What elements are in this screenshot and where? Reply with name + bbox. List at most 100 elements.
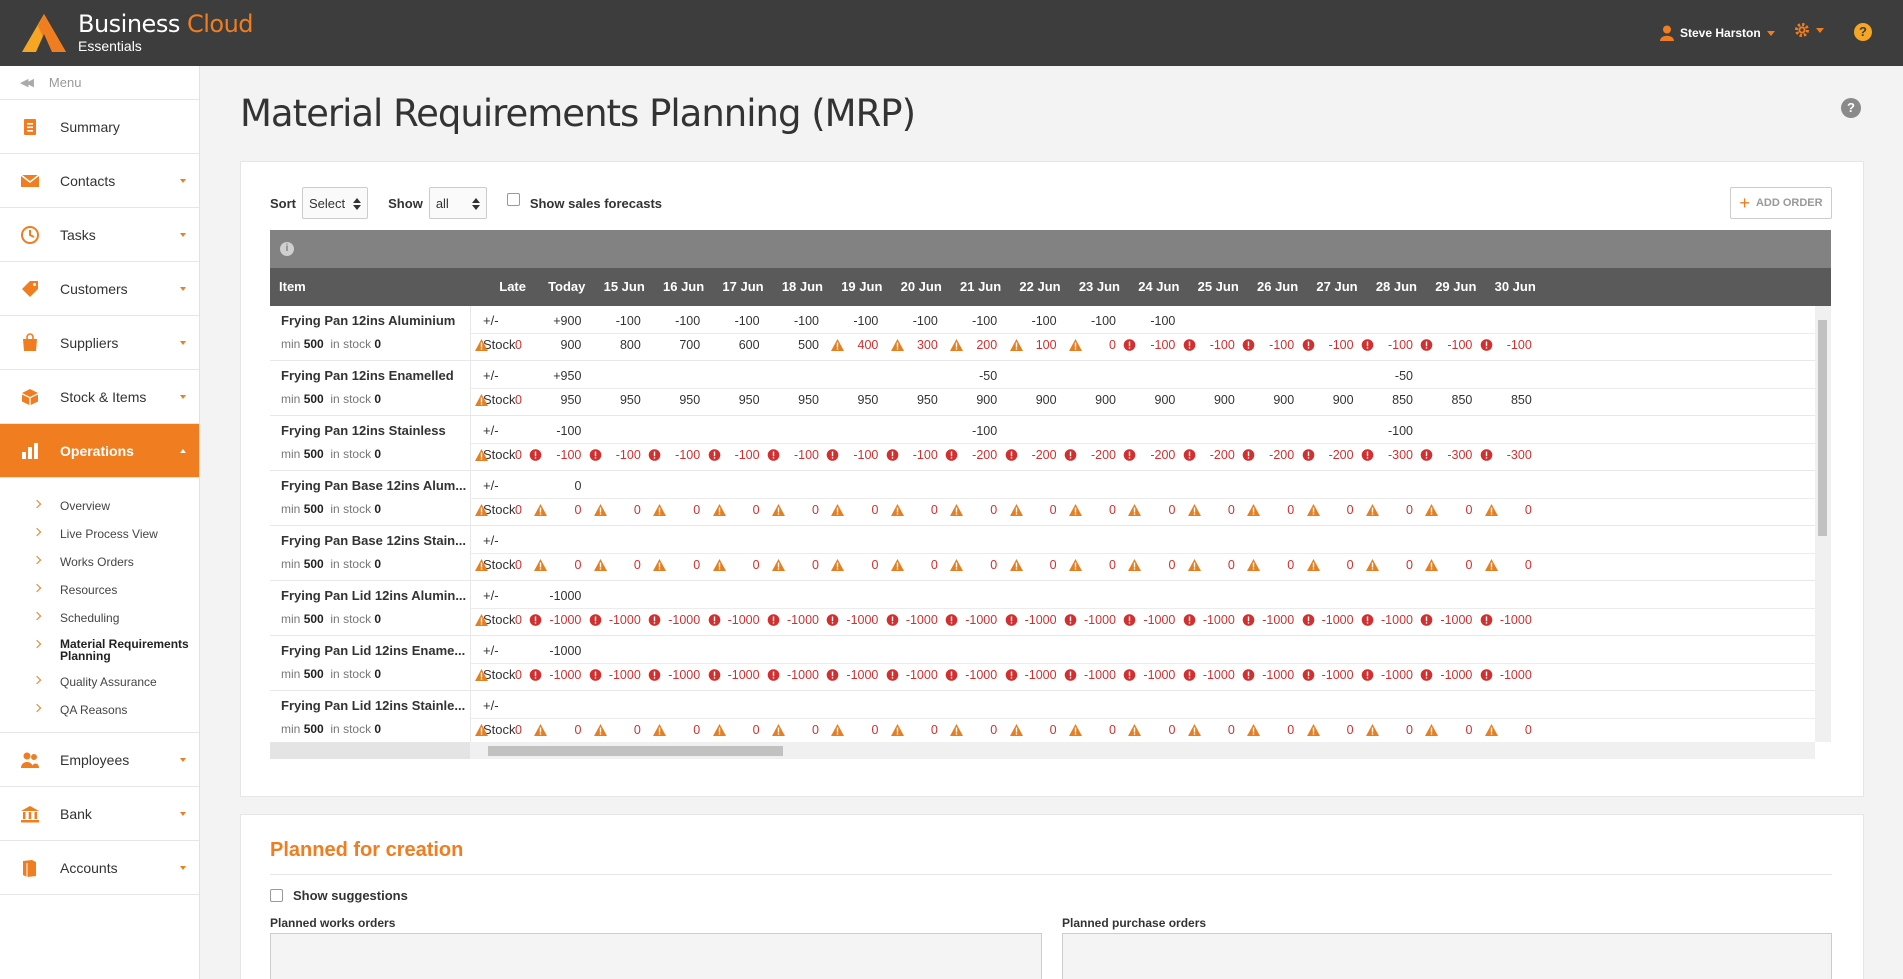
- sidebar-item-tasks[interactable]: Tasks: [0, 208, 199, 262]
- table-row[interactable]: Frying Pan Lid 12ins Ename... min 500 in …: [270, 636, 1815, 691]
- stock-cell[interactable]: 0: [1465, 723, 1473, 737]
- stock-cell[interactable]: -200: [1090, 448, 1116, 462]
- stock-cell[interactable]: -1000: [1381, 613, 1413, 627]
- stock-cell[interactable]: -1000: [1024, 668, 1057, 682]
- stock-cell[interactable]: -1000: [1440, 668, 1473, 682]
- stock-cell[interactable]: 0: [633, 558, 641, 572]
- stock-cell[interactable]: 900: [1332, 393, 1354, 407]
- sidebar-item-operations[interactable]: Operations: [0, 424, 199, 478]
- change-cell[interactable]: -100: [1031, 314, 1057, 328]
- stock-cell[interactable]: 850: [1451, 393, 1473, 407]
- stock-cell[interactable]: 0: [812, 503, 819, 517]
- info-icon[interactable]: i: [280, 242, 294, 256]
- stock-cell[interactable]: 0: [1406, 558, 1413, 572]
- stock-cell[interactable]: -1000: [668, 613, 701, 627]
- stock-cell[interactable]: 900: [1095, 393, 1116, 407]
- change-cell[interactable]: -100: [972, 424, 998, 438]
- show-select[interactable]: all: [428, 187, 487, 219]
- stock-cell[interactable]: 0: [990, 723, 998, 737]
- vertical-scrollbar[interactable]: [1815, 306, 1831, 742]
- stock-cell[interactable]: 0: [1109, 338, 1116, 352]
- submenu-item-quality-assurance[interactable]: Quality Assurance: [0, 668, 199, 696]
- stock-cell[interactable]: 0: [1287, 503, 1295, 517]
- stock-cell[interactable]: 0: [633, 723, 641, 737]
- stock-cell[interactable]: -100: [1447, 338, 1473, 352]
- stock-cell[interactable]: 200: [976, 338, 998, 352]
- stock-cell[interactable]: -1000: [1084, 668, 1116, 682]
- item-name[interactable]: Frying Pan 12ins Aluminium: [281, 313, 456, 328]
- stock-cell[interactable]: 950: [679, 393, 701, 407]
- submenu-item-qa-reasons[interactable]: QA Reasons: [0, 696, 199, 724]
- stock-cell[interactable]: -1000: [1024, 613, 1057, 627]
- stock-cell[interactable]: -200: [1269, 448, 1295, 462]
- stock-cell[interactable]: -1000: [965, 613, 998, 627]
- column-header[interactable]: 30 Jun: [1494, 279, 1536, 294]
- stock-cell[interactable]: 0: [1109, 503, 1116, 517]
- stock-cell[interactable]: 900: [560, 338, 582, 352]
- submenu-item-live-process-view[interactable]: Live Process View: [0, 520, 199, 548]
- stock-cell[interactable]: 0: [1465, 503, 1473, 517]
- page-help-icon[interactable]: ?: [1841, 98, 1861, 118]
- stock-cell[interactable]: -1000: [1499, 613, 1532, 627]
- stock-cell[interactable]: -100: [556, 448, 582, 462]
- column-header[interactable]: 23 Jun: [1078, 279, 1120, 294]
- change-cell[interactable]: -1000: [549, 644, 582, 658]
- stock-cell[interactable]: 0: [930, 723, 938, 737]
- stock-cell[interactable]: 0: [1346, 558, 1354, 572]
- stock-cell[interactable]: 0: [1168, 503, 1176, 517]
- stock-cell[interactable]: 0: [1406, 503, 1413, 517]
- stock-cell[interactable]: -200: [972, 448, 998, 462]
- column-header[interactable]: 18 Jun: [781, 279, 823, 294]
- sidebar-item-accounts[interactable]: Accounts: [0, 841, 199, 895]
- sidebar-item-customers[interactable]: Customers: [0, 262, 199, 316]
- table-row[interactable]: Frying Pan Lid 12ins Alumin... min 500 in…: [270, 581, 1815, 636]
- stock-cell[interactable]: 900: [1273, 393, 1295, 407]
- stock-cell[interactable]: 0: [574, 503, 582, 517]
- stock-cell[interactable]: 0: [812, 558, 819, 572]
- change-cell[interactable]: -100: [793, 314, 819, 328]
- stock-cell[interactable]: -300: [1506, 448, 1532, 462]
- stock-cell[interactable]: 0: [515, 393, 522, 407]
- change-cell[interactable]: -50: [979, 369, 998, 383]
- stock-cell[interactable]: 0: [1406, 723, 1413, 737]
- stock-cell[interactable]: 0: [693, 723, 701, 737]
- change-cell[interactable]: +950: [553, 369, 582, 383]
- stock-cell[interactable]: 0: [574, 558, 582, 572]
- stock-cell[interactable]: -300: [1447, 448, 1473, 462]
- stock-cell[interactable]: -1000: [1321, 613, 1354, 627]
- add-order-button[interactable]: + ADD ORDER: [1730, 187, 1832, 219]
- item-name[interactable]: Frying Pan Base 12ins Alum...: [281, 478, 467, 493]
- stock-cell[interactable]: -100: [793, 448, 819, 462]
- column-header[interactable]: 15 Jun: [603, 279, 645, 294]
- stock-cell[interactable]: -100: [615, 448, 641, 462]
- settings-menu[interactable]: [1794, 22, 1824, 38]
- stock-cell[interactable]: -100: [1387, 338, 1413, 352]
- sort-select[interactable]: Select: [302, 187, 369, 219]
- stock-cell[interactable]: 400: [857, 338, 879, 352]
- column-header[interactable]: 27 Jun: [1316, 279, 1358, 294]
- stock-cell[interactable]: 0: [515, 503, 522, 517]
- change-cell[interactable]: -50: [1394, 369, 1413, 383]
- stock-cell[interactable]: -1000: [965, 668, 998, 682]
- column-header[interactable]: 26 Jun: [1257, 279, 1299, 294]
- submenu-item-overview[interactable]: Overview: [0, 492, 199, 520]
- change-cell[interactable]: +900: [553, 314, 582, 328]
- stock-cell[interactable]: 0: [1524, 723, 1532, 737]
- stock-cell[interactable]: 0: [515, 668, 522, 682]
- sidebar-item-summary[interactable]: Summary: [0, 100, 199, 154]
- stock-cell[interactable]: -1000: [1440, 613, 1473, 627]
- stock-cell[interactable]: 0: [1287, 558, 1295, 572]
- stock-cell[interactable]: 950: [619, 393, 641, 407]
- stock-cell[interactable]: -100: [1269, 338, 1295, 352]
- change-cell[interactable]: -100: [556, 424, 582, 438]
- column-header[interactable]: 20 Jun: [900, 279, 942, 294]
- change-cell[interactable]: -1000: [549, 589, 582, 603]
- stock-cell[interactable]: 0: [1168, 723, 1176, 737]
- stock-cell[interactable]: -1000: [1202, 613, 1235, 627]
- stock-cell[interactable]: -1000: [727, 613, 760, 627]
- stock-cell[interactable]: 0: [1465, 558, 1473, 572]
- change-cell[interactable]: -100: [615, 314, 641, 328]
- stock-cell[interactable]: 0: [574, 723, 582, 737]
- column-header[interactable]: 24 Jun: [1138, 279, 1180, 294]
- column-header[interactable]: Late: [499, 279, 526, 294]
